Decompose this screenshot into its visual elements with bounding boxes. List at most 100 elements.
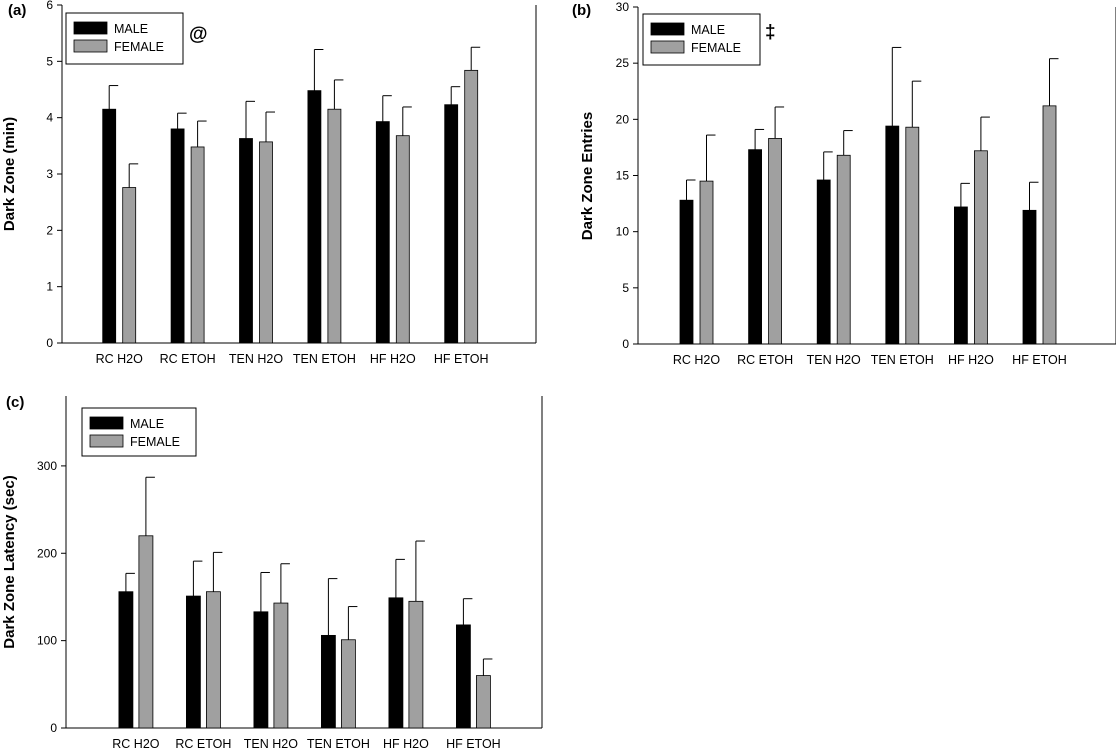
y-tick-label: 0	[50, 721, 57, 735]
x-tick-label: TEN ETOH	[871, 353, 934, 367]
y-tick-label: 300	[37, 459, 57, 473]
y-axis-title: Dark Zone (min)	[1, 117, 18, 231]
y-tick-label: 0	[622, 337, 629, 351]
y-tick-label: 20	[616, 112, 630, 126]
legend-label: MALE	[130, 417, 164, 431]
chart-panel-a: 0 1 2 3 4 5 6 Dark Zone (min) (a) RC H2O RC ETOH TE…	[1, 0, 537, 366]
bar-female	[475, 675, 491, 729]
y-tick-label: 1	[46, 280, 53, 294]
legend-swatch	[73, 39, 108, 53]
panel-label: (a)	[8, 2, 26, 19]
bar-male	[816, 179, 831, 345]
bar-male	[1022, 209, 1037, 345]
x-tick-label: RC H2O	[112, 737, 160, 751]
x-tick-label: HF H2O	[383, 737, 429, 751]
legend: MALE FEMALE	[642, 13, 761, 66]
chart-panel-c: 0 100 200 300 Dark Zone Latency (sec) (c) RC H…	[1, 394, 543, 751]
legend-label: FEMALE	[130, 435, 180, 449]
bar-male	[253, 611, 269, 729]
x-tick-label: TEN ETOH	[293, 352, 356, 366]
x-tick-label: HF ETOH	[434, 352, 489, 366]
bar-male	[455, 624, 471, 729]
y-tick-label: 10	[616, 225, 630, 239]
bar-female	[273, 602, 289, 729]
y-tick-label: 200	[37, 546, 57, 560]
x-tick-label: RC H2O	[96, 352, 144, 366]
y-tick-label: 5	[46, 54, 53, 68]
y-tick-label: 2	[46, 223, 53, 237]
legend-swatch	[89, 434, 124, 448]
legend: MALE FEMALE	[65, 12, 184, 65]
bar-female	[327, 108, 342, 344]
x-tick-label: HF H2O	[948, 353, 994, 367]
legend: MALE FEMALE	[81, 407, 197, 457]
x-tick-label: TEN H2O	[807, 353, 861, 367]
y-axis-title: Dark Zone Entries	[579, 112, 596, 240]
bar-female	[464, 69, 479, 344]
bar-female	[259, 141, 273, 344]
y-tick-label: 25	[616, 56, 630, 70]
x-tick-label: RC ETOH	[737, 353, 793, 367]
x-tick-label: HF ETOH	[446, 737, 501, 751]
x-tick-label: TEN H2O	[229, 352, 283, 366]
panel-label: (b)	[572, 2, 591, 19]
bar-female	[699, 180, 714, 345]
x-tick-label: TEN H2O	[244, 737, 298, 751]
x-tick-label: RC H2O	[673, 353, 721, 367]
bar-male	[307, 90, 322, 344]
bar-male	[375, 121, 390, 344]
y-tick-label: 5	[622, 281, 629, 295]
legend-swatch	[650, 40, 685, 54]
y-tick-label: 3	[46, 167, 53, 181]
bar-female	[836, 154, 851, 345]
y-tick-label: 4	[46, 111, 53, 125]
significance-marker: ‡	[765, 22, 776, 43]
bar-female	[205, 591, 221, 729]
x-tick-label: RC ETOH	[160, 352, 216, 366]
bar-male	[444, 104, 459, 344]
x-tick-label: RC ETOH	[175, 737, 231, 751]
legend-box	[642, 13, 761, 66]
bar-male	[185, 595, 201, 729]
legend-swatch	[650, 22, 685, 36]
significance-marker: @	[189, 24, 208, 45]
y-tick-label: 6	[46, 0, 53, 12]
y-tick-label: 15	[616, 169, 630, 183]
x-tick-label: HF H2O	[370, 352, 416, 366]
bar-male	[388, 597, 404, 729]
bar-female	[974, 150, 988, 345]
y-axis-title: Dark Zone Latency (sec)	[1, 475, 18, 648]
bar-female	[408, 600, 424, 729]
bar-female	[138, 535, 154, 729]
legend-label: MALE	[691, 23, 725, 37]
panel-label: (c)	[6, 394, 24, 411]
bar-female	[340, 639, 356, 729]
y-tick-label: 30	[616, 0, 630, 14]
legend-box	[65, 12, 184, 65]
x-tick-label: TEN ETOH	[307, 737, 370, 751]
bar-male	[239, 138, 253, 344]
bar-male	[320, 634, 336, 729]
bar-female	[905, 126, 920, 345]
y-tick-label: 100	[37, 634, 57, 648]
legend-box	[81, 407, 197, 457]
bar-female	[768, 138, 782, 345]
legend-label: FEMALE	[691, 41, 741, 55]
bar-female	[190, 146, 205, 344]
legend-swatch	[73, 21, 108, 35]
bar-female	[395, 135, 410, 344]
legend-label: MALE	[114, 22, 148, 36]
legend-swatch	[89, 416, 124, 430]
x-tick-label: HF ETOH	[1012, 353, 1067, 367]
bar-male	[102, 108, 117, 344]
bar-male	[170, 128, 185, 344]
bar-female	[1042, 105, 1057, 345]
bar-female	[122, 187, 137, 344]
chart-panel-b: 0 5 10 15 20 25 30 Dark Zone Entries (b) RC H2O RC…	[572, 0, 1116, 367]
bar-male	[748, 149, 762, 345]
bar-male	[954, 206, 968, 345]
y-tick-label: 0	[46, 336, 53, 350]
bar-male	[679, 199, 694, 345]
bar-male	[885, 125, 900, 345]
